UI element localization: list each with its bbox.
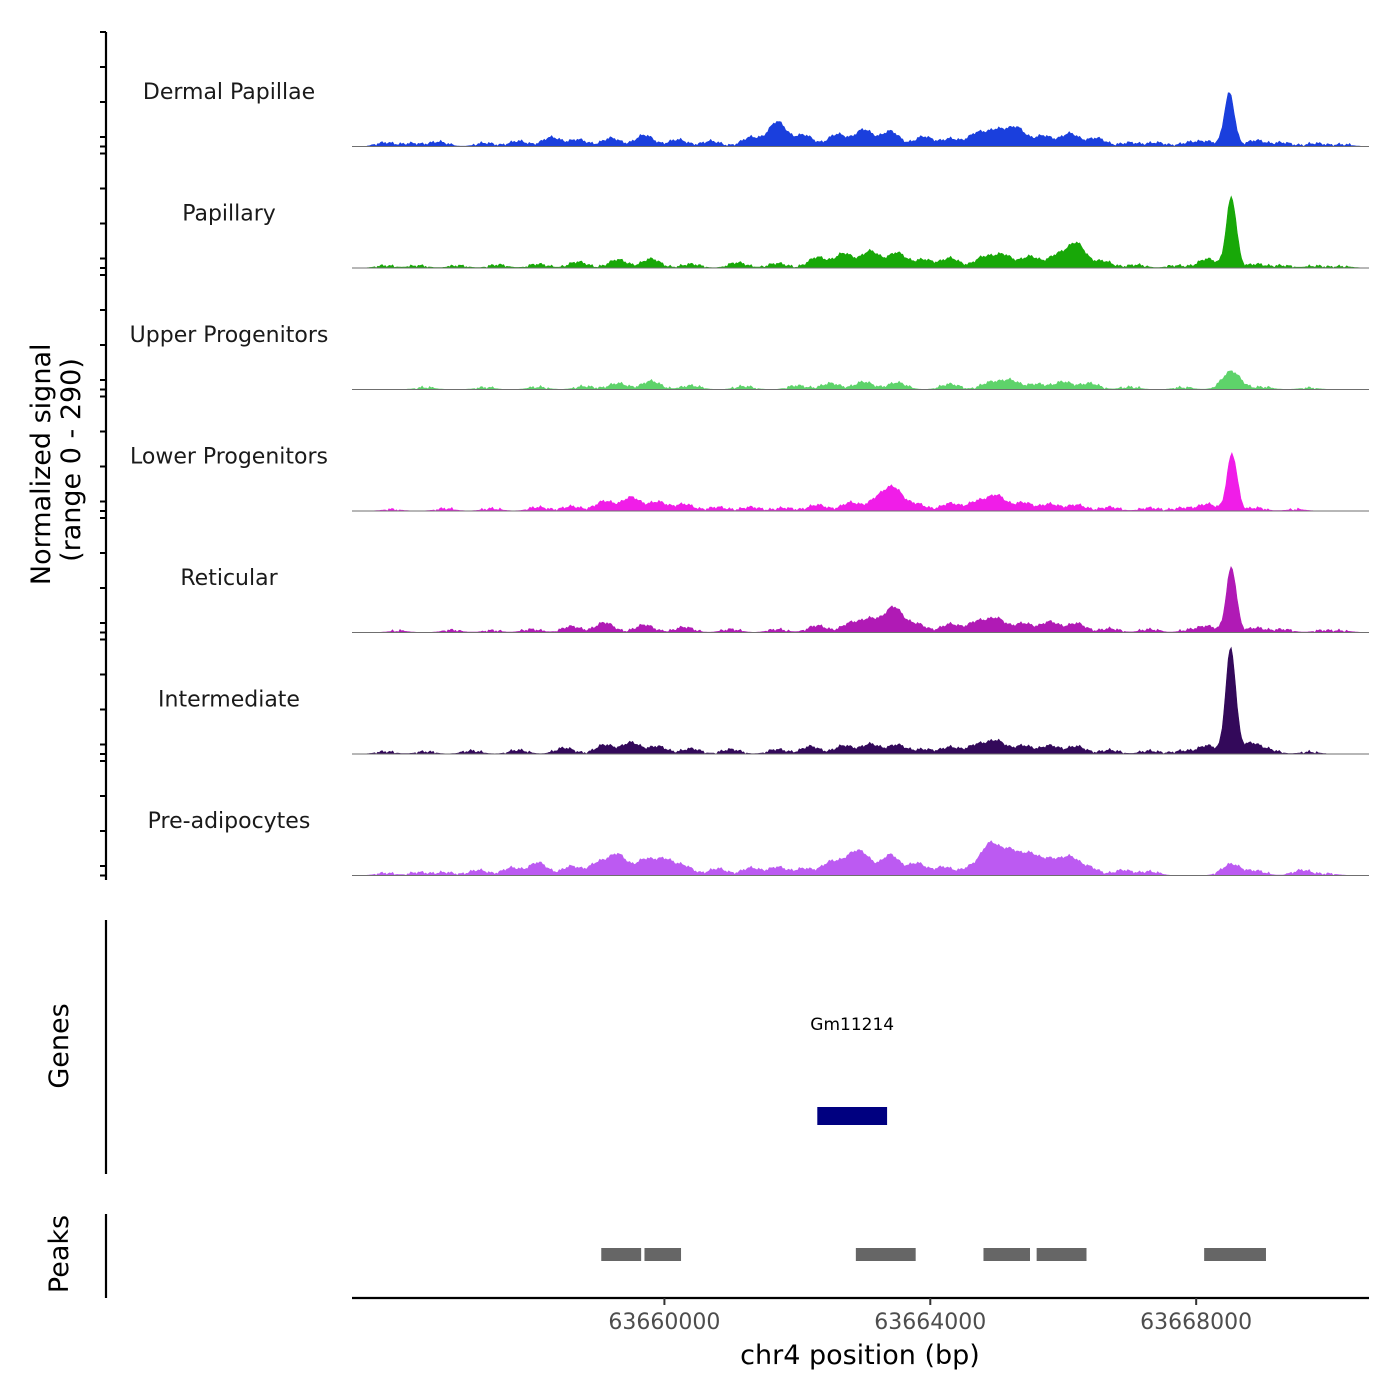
coverage-area (366, 92, 1361, 147)
signal-track: Papillary (182, 195, 1369, 269)
peak-region (1204, 1248, 1266, 1261)
track-label: Dermal Papillae (143, 80, 315, 105)
coverage-area (406, 370, 1328, 390)
coverage-area (366, 840, 1348, 876)
track-label: Intermediate (158, 688, 300, 713)
y-axis-label-line2: (range 0 - 290) (56, 358, 87, 562)
peaks-track-title: Peaks (44, 1215, 75, 1293)
signal-track: Intermediate (158, 646, 1369, 755)
peak-region (601, 1248, 642, 1261)
signal-track: Lower Progenitors (130, 445, 1369, 512)
x-axis-label: chr4 position (bp) (740, 1340, 980, 1371)
peaks-track (601, 1248, 1266, 1261)
x-tick-label: 63664000 (874, 1310, 986, 1335)
signal-y-axis-ticks (100, 31, 106, 877)
signal-track: Pre-adipocytes (148, 809, 1369, 876)
x-tick-label: 63668000 (1140, 1310, 1252, 1335)
gene-body (817, 1107, 888, 1125)
peak-region (1036, 1248, 1087, 1261)
genes-track-title: Genes (44, 1003, 75, 1088)
coverage-area (366, 195, 1362, 269)
track-label: Pre-adipocytes (148, 809, 311, 834)
track-label: Reticular (180, 566, 278, 591)
track-label: Papillary (182, 202, 276, 227)
x-axis-ticks: 63660000 63664000 63668000 (608, 1298, 1252, 1335)
track-label: Lower Progenitors (130, 445, 328, 470)
peak-region (983, 1248, 1030, 1261)
y-axis-label: Normalized signal (range 0 - 290) (26, 335, 87, 585)
peak-region (644, 1248, 682, 1261)
track-label: Upper Progenitors (130, 323, 329, 348)
coverage-area (380, 566, 1361, 633)
peak-region (855, 1248, 916, 1261)
genes-track: Gm11214 (810, 1015, 894, 1125)
signal-track: Reticular (180, 566, 1369, 633)
y-axis-label-line1: Normalized signal (26, 344, 57, 586)
coverage-area (366, 646, 1328, 755)
signal-track: Upper Progenitors (130, 323, 1369, 390)
signal-track: Dermal Papillae (143, 80, 1369, 147)
signal-tracks: Dermal Papillae Papillary Upper Progenitor… (130, 80, 1369, 876)
x-tick-label: 63660000 (608, 1310, 720, 1335)
gene-label: Gm11214 (810, 1015, 894, 1035)
gene: Gm11214 (810, 1015, 894, 1125)
coverage-area (373, 452, 1314, 512)
